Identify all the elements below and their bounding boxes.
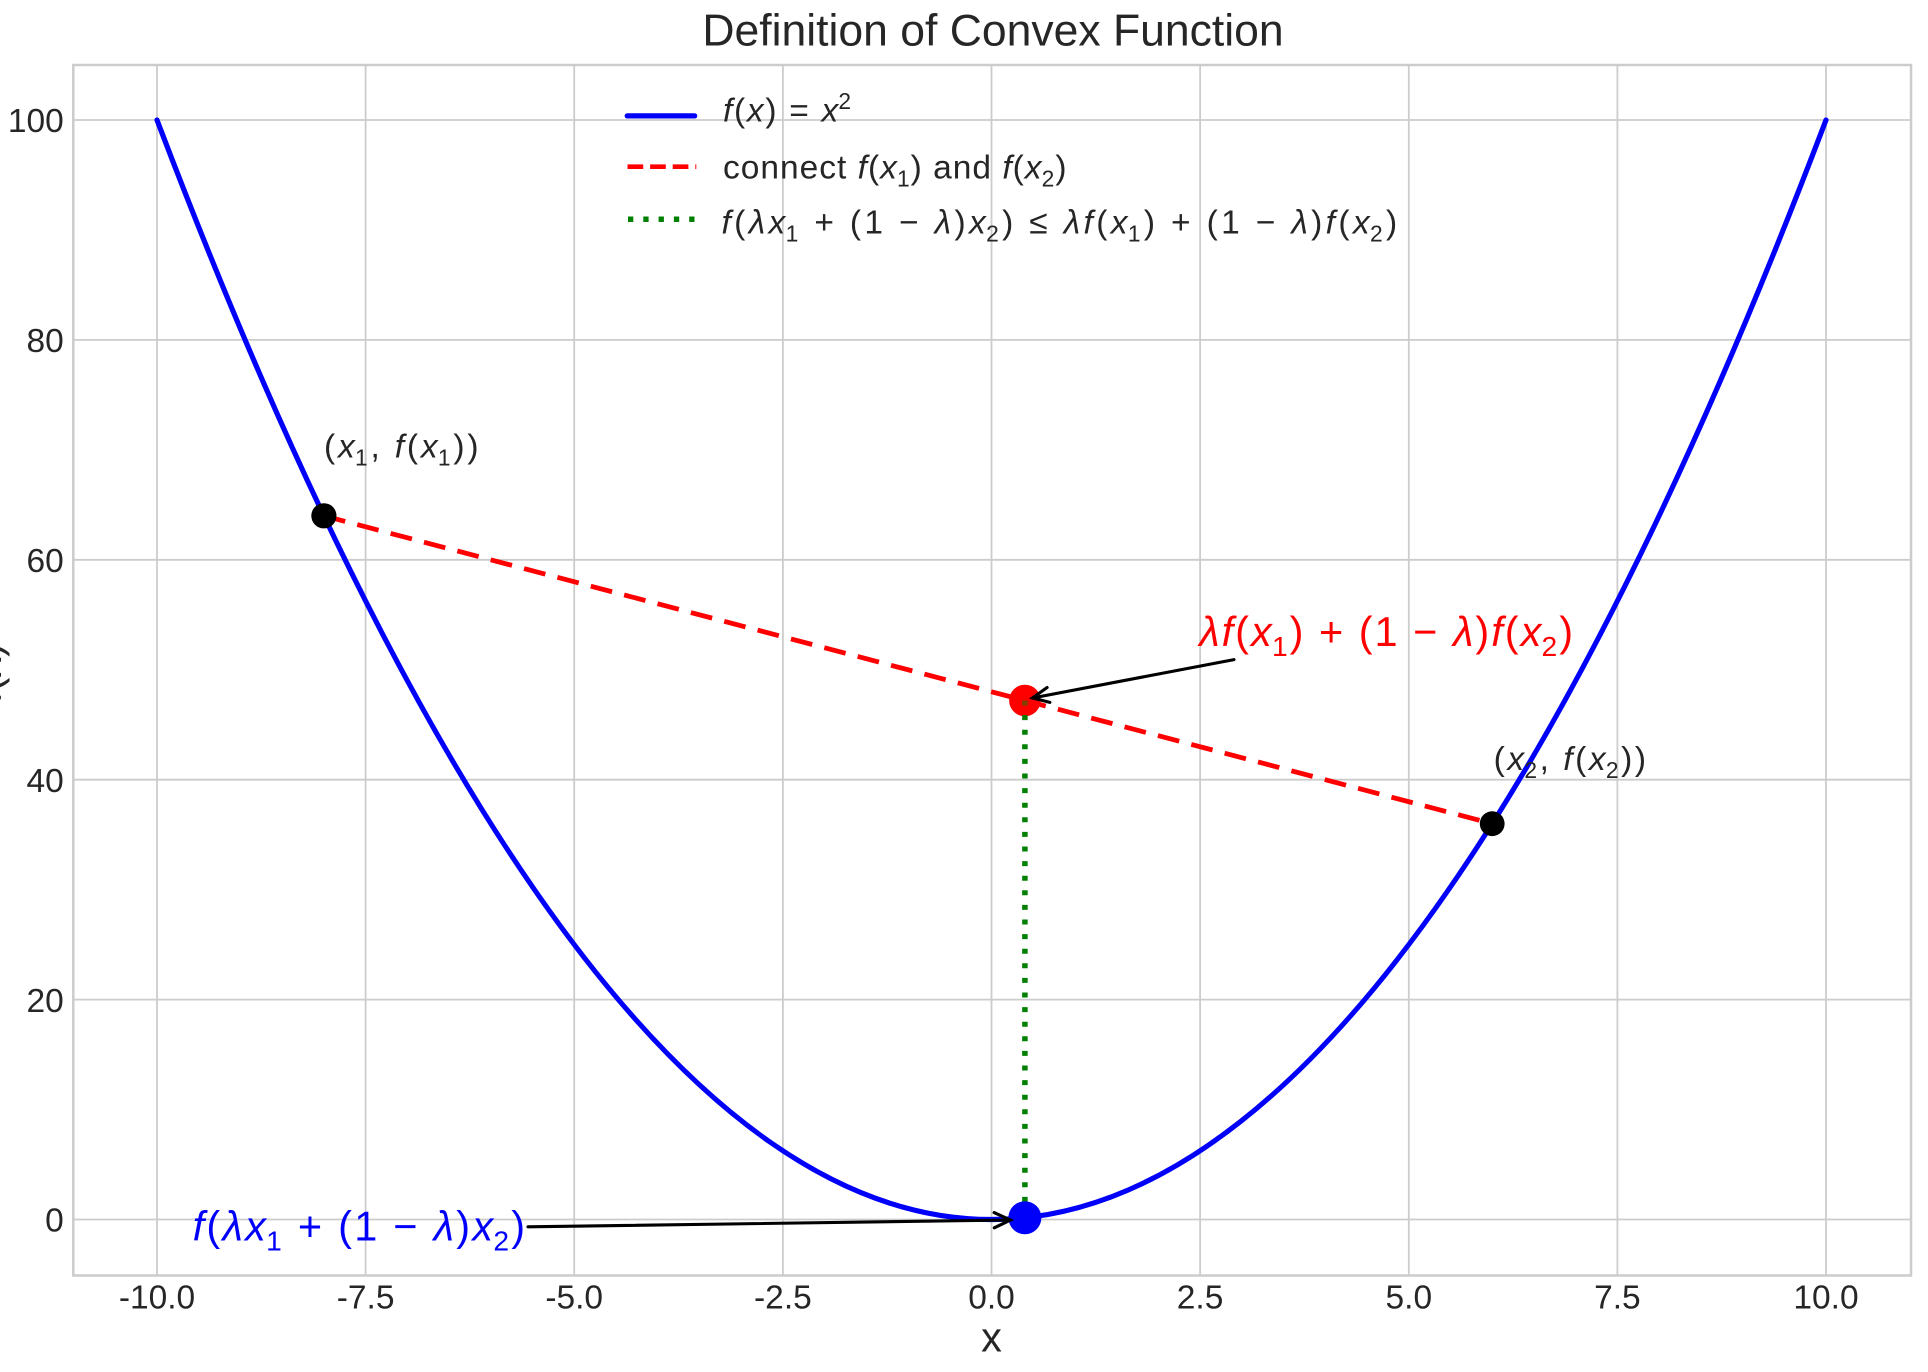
svg-text:connect f(x1) and f(x2): connect f(x1) and f(x2) — [723, 149, 1067, 191]
svg-text:80: 80 — [27, 323, 64, 360]
svg-text:40: 40 — [27, 763, 64, 800]
svg-text:10.0: 10.0 — [1793, 1280, 1858, 1317]
svg-text:7.5: 7.5 — [1594, 1280, 1641, 1317]
svg-text:x: x — [981, 1314, 1002, 1361]
svg-text:5.0: 5.0 — [1386, 1280, 1433, 1317]
svg-text:Definition of Convex Function: Definition of Convex Function — [702, 7, 1283, 56]
svg-text:2.5: 2.5 — [1177, 1280, 1224, 1317]
svg-text:20: 20 — [27, 983, 64, 1020]
svg-text:-5.0: -5.0 — [545, 1280, 603, 1317]
svg-text:(x2, f(x2)): (x2, f(x2)) — [1494, 741, 1649, 783]
svg-text:(x1, f(x1)): (x1, f(x1)) — [324, 429, 481, 471]
svg-text:0: 0 — [45, 1203, 64, 1240]
svg-text:100: 100 — [8, 103, 64, 140]
svg-text:f(λx1 + (1 − λ)x2): f(λx1 + (1 − λ)x2) — [193, 1202, 528, 1256]
svg-text:f(x) = x2: f(x) = x2 — [723, 88, 853, 129]
svg-text:λf(x1) + (1 − λ)f(x2): λf(x1) + (1 − λ)f(x2) — [1197, 608, 1575, 662]
svg-text:-7.5: -7.5 — [337, 1280, 395, 1317]
svg-text:f(λx1 + (1 − λ)x2) ≤ λf(x1) +: f(λx1 + (1 − λ)x2) ≤ λf(x1) + (1 − λ)f(x… — [722, 204, 1401, 246]
svg-text:f(x): f(x) — [0, 643, 10, 703]
svg-text:0.0: 0.0 — [968, 1280, 1015, 1317]
svg-text:60: 60 — [27, 543, 64, 580]
svg-text:-10.0: -10.0 — [119, 1280, 195, 1317]
svg-text:-2.5: -2.5 — [754, 1280, 812, 1317]
